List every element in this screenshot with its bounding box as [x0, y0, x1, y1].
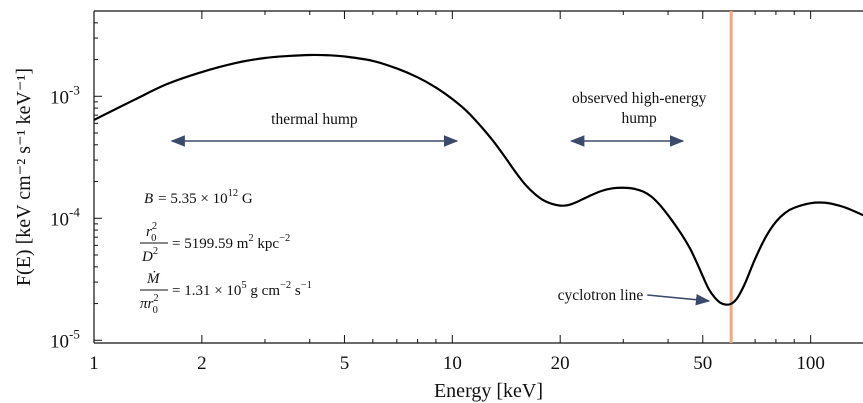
- param-accretion-rate: Ṁ πr2 0 = 1.31 × 105 g cm−2 s−1: [140, 271, 312, 316]
- x-axis-ticks: 1 2 5 10 20 50 100: [89, 11, 825, 374]
- x-tick-label: 2: [197, 353, 207, 374]
- x-tick-label: 20: [551, 353, 570, 374]
- y-axis-ticks: 10-5 10-4 10-3: [50, 10, 102, 352]
- y-tick-label: 10-4: [50, 204, 80, 230]
- param-radius-distance-ratio: r2 0 D2 = 5199.59 m2 kpc−2: [140, 221, 290, 265]
- x-tick-label: 1: [89, 353, 99, 374]
- cyclotron-line-label: cyclotron line: [558, 287, 644, 304]
- series-spectrum-curve: [94, 53, 863, 306]
- param-r-numerator: r2 0: [146, 221, 157, 244]
- x-axis-title: Energy [keV]: [434, 380, 543, 402]
- param-m-numerator: Ṁ: [146, 271, 161, 287]
- plot-frame: [93, 10, 863, 344]
- annotations: thermal hump observed high-energy hump cycl…: [170, 90, 711, 306]
- thermal-hump-label: thermal hump: [271, 111, 358, 128]
- param-magnetic-field: B = 5.35 × 1012 G: [144, 188, 253, 207]
- x-tick-label: 5: [340, 353, 350, 374]
- y-tick-label: 10-5: [50, 326, 80, 352]
- x-tick-label: 100: [796, 353, 825, 374]
- x-tick-label: 10: [443, 353, 462, 374]
- y-tick-label: 10-3: [50, 82, 80, 108]
- param-r-denominator: D2: [141, 246, 158, 265]
- high-energy-hump-label-line1: observed high-energy: [572, 90, 707, 107]
- high-energy-hump-label-line2: hump: [622, 110, 658, 127]
- y-axis-title: F(E) [keV cm⁻² s⁻¹ keV⁻¹]: [13, 68, 35, 286]
- param-m-denominator: πr2 0: [140, 293, 159, 316]
- x-tick-label: 50: [693, 353, 712, 374]
- param-r-value: = 5199.59 m2 kpc−2: [172, 233, 290, 252]
- param-m-value: = 1.31 × 105 g cm−2 s−1: [172, 280, 312, 299]
- cyclotron-line-arrow: [647, 293, 711, 306]
- parameter-block: B = 5.35 × 1012 G r2 0 D2 = 5199.59 m2 kpc…: [140, 188, 312, 316]
